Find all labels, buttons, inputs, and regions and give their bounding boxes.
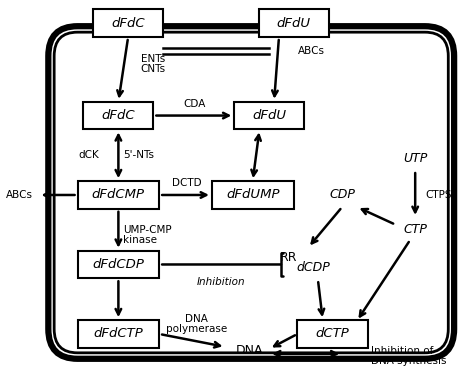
Text: dCTP: dCTP [316, 328, 349, 340]
Text: CDA: CDA [183, 99, 205, 109]
Text: DNA: DNA [236, 344, 264, 357]
Text: ABCs: ABCs [299, 46, 326, 56]
Text: CTP: CTP [403, 223, 427, 236]
Text: dFdCDP: dFdCDP [92, 258, 144, 271]
Bar [212, 181, 293, 209]
Text: DNA synthesis: DNA synthesis [372, 356, 447, 366]
Bar [298, 320, 367, 348]
Text: ENTs: ENTs [141, 54, 165, 64]
Text: UMP-CMP: UMP-CMP [123, 225, 172, 235]
Text: UTP: UTP [403, 152, 428, 165]
Text: dFdC: dFdC [111, 17, 145, 30]
Bar [78, 181, 159, 209]
Text: dCK: dCK [78, 150, 99, 160]
FancyBboxPatch shape [48, 26, 454, 359]
Text: dFdU: dFdU [276, 17, 310, 30]
Text: CTPS: CTPS [425, 190, 451, 200]
Bar [83, 102, 154, 129]
Text: DCTD: DCTD [172, 178, 201, 188]
Bar [258, 9, 328, 37]
Text: RR: RR [280, 251, 298, 264]
Text: dFdCTP: dFdCTP [93, 328, 143, 340]
Text: dFdUMP: dFdUMP [226, 189, 280, 201]
Text: dCDP: dCDP [296, 261, 330, 274]
Text: kinase: kinase [123, 234, 157, 244]
Text: Inhibition of: Inhibition of [372, 346, 434, 356]
Text: 5'-NTs: 5'-NTs [123, 150, 154, 160]
Text: polymerase: polymerase [165, 324, 227, 334]
Bar [78, 251, 159, 278]
Text: dFdC: dFdC [101, 109, 135, 122]
Text: dFdCMP: dFdCMP [92, 189, 145, 201]
Text: CDP: CDP [329, 189, 355, 201]
Text: ABCs: ABCs [6, 190, 33, 200]
Bar [234, 102, 304, 129]
Bar [78, 320, 159, 348]
Text: dFdU: dFdU [252, 109, 286, 122]
Text: Inhibition: Inhibition [196, 277, 245, 287]
Text: CNTs: CNTs [141, 64, 166, 74]
Text: DNA: DNA [185, 314, 208, 324]
Bar [93, 9, 163, 37]
